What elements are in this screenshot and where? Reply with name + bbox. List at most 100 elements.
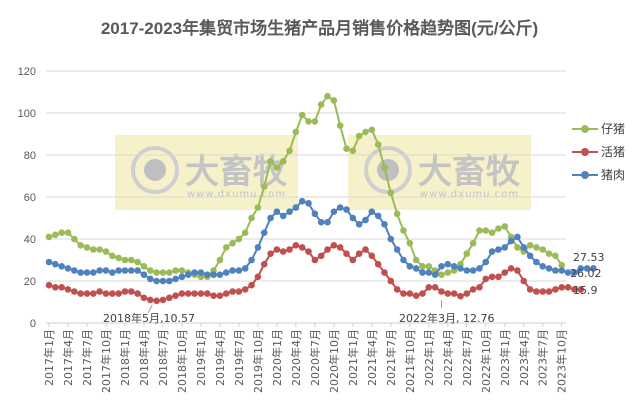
data-point — [400, 227, 407, 234]
data-point — [533, 244, 540, 251]
data-point — [406, 290, 414, 297]
data-point — [514, 267, 521, 274]
x-tick-label: 2018年1月 — [118, 329, 132, 386]
data-point — [469, 267, 477, 274]
data-point — [393, 246, 401, 253]
data-point — [336, 204, 344, 211]
data-point — [438, 288, 445, 295]
data-point — [222, 269, 230, 276]
data-point — [400, 256, 407, 264]
data-point — [286, 246, 293, 253]
data-point — [444, 290, 452, 297]
data-point — [520, 277, 528, 285]
data-point — [514, 233, 521, 241]
y-tick-label: 60 — [24, 192, 36, 204]
data-point — [520, 244, 528, 251]
data-point — [349, 214, 357, 222]
data-point — [381, 221, 388, 228]
data-point — [159, 277, 167, 285]
data-point — [153, 277, 160, 285]
data-point — [476, 227, 483, 234]
data-point — [197, 290, 205, 297]
data-point — [102, 248, 110, 255]
x-tick-label: 2023年10月 — [555, 329, 569, 393]
data-point — [203, 290, 211, 297]
data-point — [355, 132, 363, 140]
data-point — [52, 260, 59, 268]
data-point — [121, 288, 129, 295]
legend-item-piglet[interactable]: 仔猪 — [572, 120, 625, 137]
data-point — [254, 204, 262, 211]
data-point — [222, 290, 230, 297]
data-point — [216, 271, 224, 279]
data-point — [305, 200, 312, 207]
svg-text:大畜牧: 大畜牧 — [185, 152, 288, 192]
data-point — [64, 265, 72, 272]
data-point — [210, 292, 217, 300]
data-point — [64, 286, 72, 293]
y-tick-label: 80 — [24, 150, 36, 162]
data-point — [248, 214, 255, 222]
data-point — [501, 223, 509, 230]
data-point — [248, 281, 255, 289]
data-point — [260, 260, 268, 268]
data-point — [77, 290, 84, 297]
x-tick-label: 2017年1月 — [42, 329, 56, 386]
data-point — [286, 208, 293, 215]
data-point — [539, 263, 547, 270]
x-tick-label: 2022年7月 — [460, 329, 474, 386]
data-point — [146, 275, 154, 283]
legend-item-pork[interactable]: 猪肉 — [572, 166, 625, 183]
data-point — [425, 284, 433, 291]
data-point — [115, 267, 122, 274]
data-point — [533, 258, 540, 266]
data-point — [501, 244, 509, 251]
data-point — [564, 269, 572, 276]
data-point — [109, 290, 116, 297]
data-point — [267, 158, 274, 165]
data-point — [488, 273, 496, 281]
x-tick-label: 2020年7月 — [308, 329, 322, 386]
x-tick-label: 2019年4月 — [213, 329, 227, 386]
data-point — [387, 235, 395, 243]
data-point — [444, 260, 452, 268]
data-point — [279, 158, 287, 165]
series-lines — [45, 92, 597, 305]
data-point — [400, 290, 407, 297]
legend-item-hog[interactable]: 活猪 — [572, 143, 625, 160]
data-point — [216, 256, 224, 264]
data-point — [127, 256, 135, 264]
data-point — [324, 246, 331, 253]
data-point — [140, 271, 148, 279]
x-tick-label: 2018年7月 — [156, 329, 170, 386]
data-point — [191, 269, 198, 276]
data-point — [254, 273, 262, 281]
data-point — [90, 246, 97, 253]
y-tick-label: 120 — [18, 66, 36, 78]
data-point — [260, 183, 268, 190]
data-point — [495, 273, 502, 281]
data-point — [203, 271, 211, 279]
data-point — [533, 288, 540, 295]
x-tick-label: 2021年7月 — [384, 329, 398, 386]
legend-label: 仔猪 — [601, 122, 626, 136]
y-tick-label: 20 — [24, 276, 36, 288]
data-point — [254, 244, 262, 251]
data-point — [450, 290, 458, 297]
data-point — [438, 271, 445, 279]
data-point — [501, 269, 509, 276]
data-point — [153, 269, 160, 276]
data-point — [412, 256, 420, 264]
data-point — [355, 221, 363, 228]
data-point — [526, 242, 534, 249]
x-tick-label: 2022年10月 — [479, 329, 493, 393]
data-point — [526, 286, 534, 293]
data-point — [336, 244, 344, 251]
data-point — [279, 248, 287, 255]
data-point — [248, 256, 255, 264]
data-point — [381, 164, 388, 171]
legend-marker-icon — [572, 147, 598, 156]
data-point — [545, 250, 553, 257]
data-point — [343, 206, 350, 213]
data-point — [425, 269, 433, 276]
